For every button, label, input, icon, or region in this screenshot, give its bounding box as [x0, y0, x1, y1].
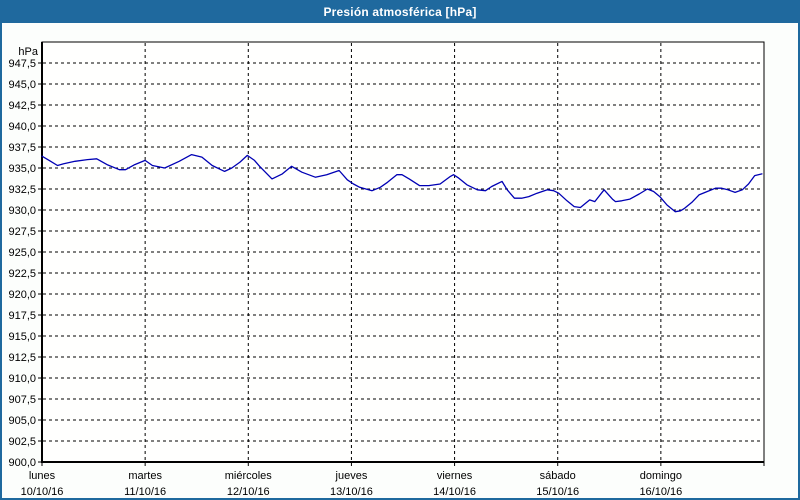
- x-date-label: 12/10/16: [227, 486, 270, 498]
- x-day-label: lunes: [29, 470, 56, 482]
- y-tick-label: 935,0: [8, 163, 36, 175]
- y-tick-label: 912,5: [8, 352, 36, 364]
- y-tick-label: 947,5: [8, 58, 36, 70]
- y-tick-label: 920,0: [8, 289, 36, 301]
- y-tick-label: 932,5: [8, 184, 36, 196]
- y-tick-label: 910,0: [8, 373, 36, 385]
- x-date-label: 11/10/16: [124, 486, 166, 498]
- y-tick-label: 902,5: [8, 436, 36, 448]
- y-tick-label: 900,0: [8, 457, 36, 469]
- x-day-label: miércoles: [225, 470, 273, 482]
- y-tick-label: 915,0: [8, 331, 36, 343]
- x-day-label: sábado: [540, 470, 576, 482]
- x-date-label: 10/10/16: [21, 486, 64, 498]
- chart-title: Presión atmosférica [hPa]: [323, 5, 477, 19]
- y-tick-label: 907,5: [8, 394, 36, 406]
- y-tick-label: 930,0: [8, 205, 36, 217]
- y-axis-unit-label: hPa: [18, 46, 38, 58]
- x-date-label: 16/10/16: [639, 486, 682, 498]
- y-tick-label: 922,5: [8, 268, 36, 280]
- y-tick-label: 945,0: [8, 79, 36, 91]
- y-tick-label: 937,5: [8, 142, 36, 154]
- x-date-label: 13/10/16: [330, 486, 373, 498]
- y-tick-label: 917,5: [8, 310, 36, 322]
- y-tick-label: 905,0: [8, 415, 36, 427]
- x-date-label: 14/10/16: [433, 486, 476, 498]
- x-day-label: jueves: [335, 470, 368, 482]
- y-tick-label: 942,5: [8, 100, 36, 112]
- y-tick-label: 927,5: [8, 226, 36, 238]
- y-tick-label: 925,0: [8, 247, 36, 259]
- x-date-label: 15/10/16: [536, 486, 579, 498]
- x-day-label: viernes: [437, 470, 473, 482]
- pressure-line: [41, 153, 763, 213]
- chart-title-bar: Presión atmosférica [hPa]: [2, 2, 798, 23]
- x-day-label: martes: [128, 470, 162, 482]
- y-tick-label: 940,0: [8, 121, 36, 133]
- x-day-label: domingo: [640, 470, 682, 482]
